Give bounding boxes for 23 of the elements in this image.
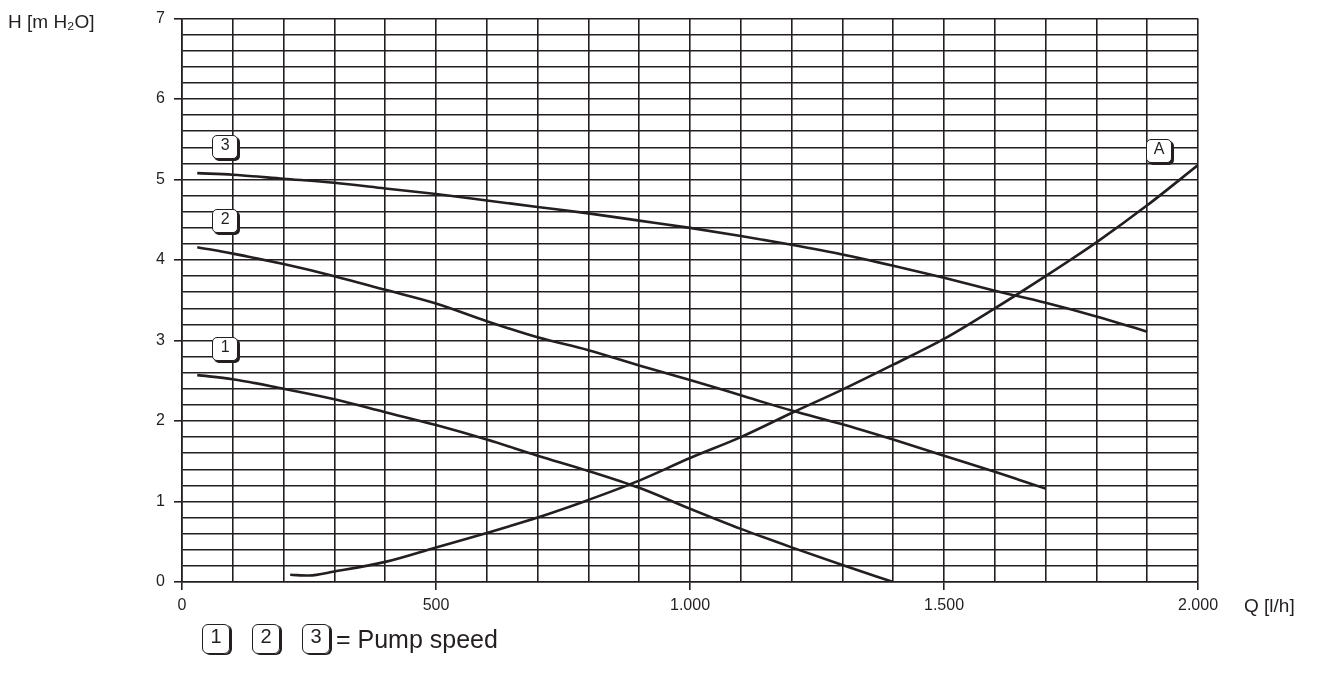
x-tick-label: 500 (422, 596, 450, 614)
text: 2 (220, 210, 230, 228)
y-tick-label: 1 (156, 491, 166, 509)
y-tick-label: 0 (156, 572, 166, 590)
y-tick-label: 7 (156, 9, 166, 27)
legend-label: 3 (302, 624, 330, 654)
x-tick-label: 0 (177, 596, 187, 614)
y-tick-label: 5 (156, 169, 166, 187)
series-label: 1 (212, 337, 239, 362)
y-tick-label: 3 (156, 330, 166, 348)
legend-title: = Pump speed (336, 624, 498, 653)
text: 3 (220, 136, 230, 154)
y-tick-label: 2 (156, 411, 166, 429)
y-tick-label: 4 (156, 250, 166, 268)
x-tick-label: 1.500 (923, 596, 965, 614)
x-axis-title: Q [l/h] (1244, 595, 1295, 617)
x-tick-label: 2.000 (1177, 596, 1219, 614)
y-axis-title: H [m H₂O] (8, 10, 95, 32)
series-label: A (1146, 139, 1172, 164)
y-tick-label: 6 (156, 89, 166, 107)
x-tick-label: 1.000 (669, 596, 711, 614)
text: 1 (210, 625, 222, 647)
legend-label: 2 (252, 624, 280, 654)
